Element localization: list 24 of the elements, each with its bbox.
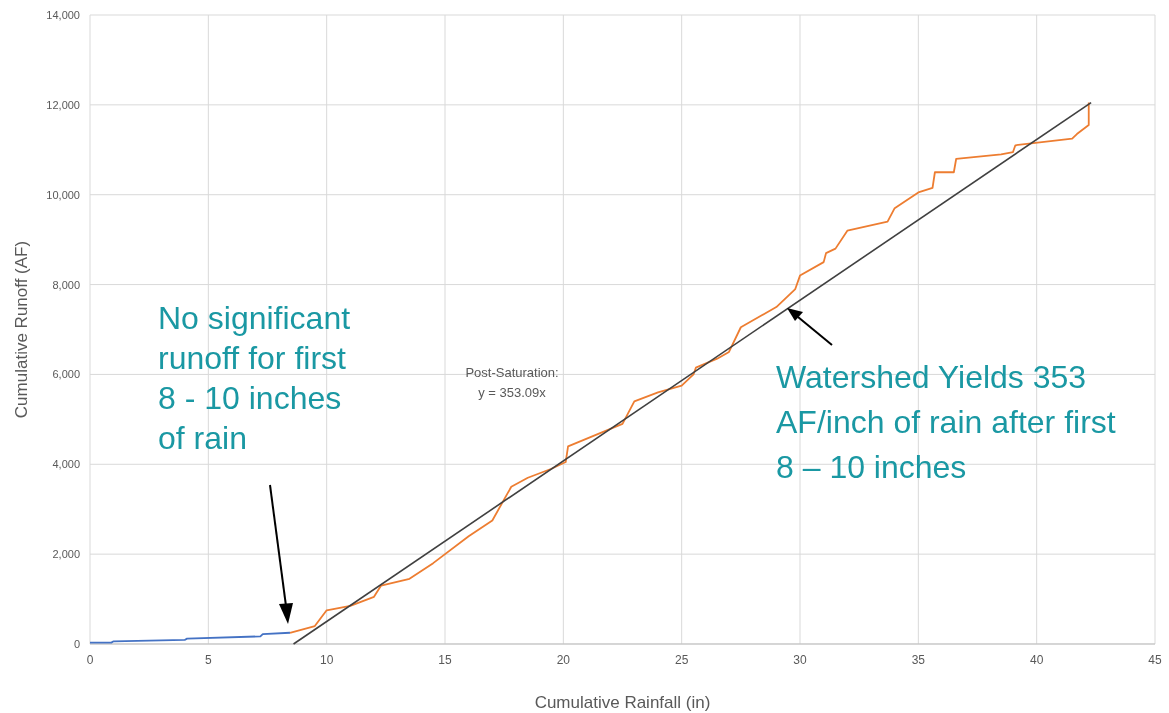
x-tick-label: 35 — [911, 653, 926, 667]
x-tick-label: 15 — [438, 653, 452, 667]
y-tick-label: 14,000 — [46, 9, 80, 21]
x-tick-label: 25 — [674, 653, 689, 667]
y-tick-label: 8,000 — [52, 278, 80, 291]
annotation: Watershed Yields 353 AF/inch of rain after first 8 – 10 inches — [776, 359, 1116, 485]
annotation: Post-Saturation: y = 353.09x — [465, 365, 559, 400]
x-tick-label: 20 — [556, 653, 571, 667]
y-tick-label: 12,000 — [46, 98, 80, 111]
x-tick-label: 40 — [1029, 653, 1044, 667]
y-tick-label: 6,000 — [52, 368, 80, 381]
y-tick-label: 0 — [73, 638, 80, 650]
y-tick-label: 10,000 — [46, 188, 80, 201]
x-tick-label: 45 — [1148, 653, 1162, 667]
y-tick-label: 4,000 — [52, 458, 80, 471]
y-tick-label: 2,000 — [52, 548, 80, 561]
annotation: No significant runoff for first 8 - 10 inches of rain — [158, 300, 351, 456]
x-tick-label: 30 — [793, 653, 807, 667]
y-axis-title: Cumulative Runoff (AF) — [12, 240, 31, 419]
line-series — [89, 631, 291, 644]
x-tick-label: 10 — [319, 653, 334, 667]
x-tick-label: 0 — [86, 653, 94, 667]
x-tick-label: 5 — [204, 653, 212, 667]
x-axis-title: Cumulative Rainfall (in) — [534, 693, 711, 712]
